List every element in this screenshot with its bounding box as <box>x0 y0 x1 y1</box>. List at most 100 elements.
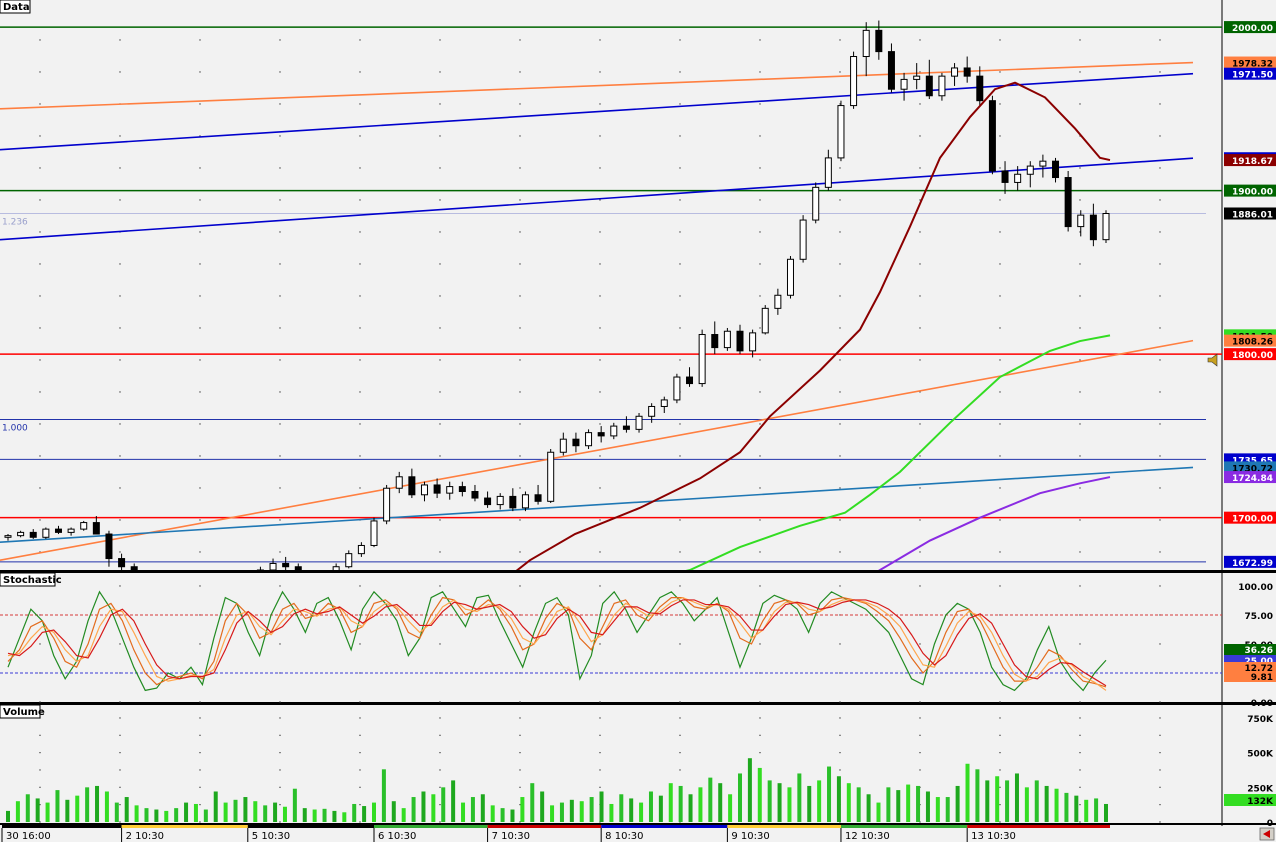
grid-dot <box>919 751 921 754</box>
grid-dot <box>439 585 441 587</box>
price-axis-tag: 1900.00 <box>1224 184 1276 198</box>
candle-body <box>332 566 340 570</box>
candle-body <box>521 494 529 509</box>
volume-bar <box>302 808 307 822</box>
volume-bar <box>164 810 169 822</box>
grid-dot <box>679 135 681 137</box>
candle <box>332 563 340 570</box>
grid-dot <box>759 103 761 105</box>
volume-bar <box>372 802 376 822</box>
volume-panel[interactable] <box>6 717 1161 823</box>
stochastic-panel[interactable] <box>0 585 1222 703</box>
candle-body <box>963 67 971 77</box>
volume-bar <box>243 797 248 822</box>
grid-dot <box>1159 751 1161 754</box>
grid-dot <box>679 231 681 233</box>
grid-dot <box>359 423 361 425</box>
grid-dot <box>839 643 841 645</box>
grid-dot <box>999 519 1001 521</box>
volume-bar <box>965 763 970 822</box>
candle-body <box>585 432 593 447</box>
grid-dot <box>919 734 921 737</box>
grid-dot <box>919 717 921 719</box>
grid-dot <box>999 551 1001 553</box>
candle-body <box>749 332 757 352</box>
grid-dot <box>919 701 921 703</box>
grid-dot <box>1079 359 1081 361</box>
grid-dot <box>199 39 201 41</box>
candle-body <box>458 486 466 493</box>
grid-dot <box>999 231 1001 233</box>
grid-dot <box>599 786 601 789</box>
grid-dot <box>119 199 121 201</box>
candle <box>585 429 593 449</box>
stochastic-value-tag-bg <box>1224 671 1276 682</box>
candle-body <box>976 75 984 102</box>
volume-axis-tick: 250K <box>1247 784 1274 794</box>
grid-dot <box>439 135 441 137</box>
volume-bar <box>817 780 822 822</box>
price-axis-tag-bg <box>1224 471 1276 484</box>
grid-dot <box>519 71 521 73</box>
candle <box>395 471 403 494</box>
volume-bar <box>876 802 881 822</box>
grid-dot <box>999 717 1001 719</box>
grid-dot <box>439 199 441 201</box>
volume-bar <box>975 769 980 822</box>
volume-bar <box>747 758 752 822</box>
candle <box>345 550 353 569</box>
candle <box>471 484 479 502</box>
candle-body <box>887 51 895 90</box>
candle-body <box>54 528 62 533</box>
volume-bar <box>45 802 50 822</box>
candle <box>130 563 138 570</box>
grid-dot <box>759 643 761 645</box>
grid-dot <box>679 103 681 105</box>
grid-dot <box>199 519 201 521</box>
grid-dot <box>439 769 441 771</box>
candle-body <box>130 566 138 570</box>
volume-bar <box>500 808 505 822</box>
grid-dot <box>199 199 201 201</box>
grid-dot <box>1079 455 1081 457</box>
volume-axis-tick: 750K <box>1247 715 1274 725</box>
grid-dot <box>1079 643 1081 645</box>
grid-dot <box>439 71 441 73</box>
grid-dot <box>119 487 121 489</box>
grid-dot <box>999 701 1001 703</box>
volume-bar <box>896 790 901 822</box>
grid-dot <box>199 751 201 754</box>
volume-bar <box>75 795 80 822</box>
volume-bar <box>342 812 347 822</box>
grid-dot <box>1079 821 1081 823</box>
candle-body <box>547 451 555 502</box>
grid-dot <box>39 231 41 233</box>
stochastic-line-fast <box>7 590 1107 692</box>
price-panel-title: Data <box>3 2 30 13</box>
session-bar <box>2 825 122 828</box>
candle <box>4 534 12 541</box>
grid-dot <box>1079 263 1081 265</box>
grid-dot <box>39 135 41 137</box>
volume-bar <box>391 801 396 822</box>
grid-dot <box>1159 455 1161 457</box>
grid-dot <box>359 135 361 137</box>
volume-bar <box>708 777 713 822</box>
stochastic-value-tag: 9.81 <box>1224 671 1276 683</box>
grid-dot <box>759 751 761 754</box>
candle-body <box>774 294 782 309</box>
speaker-icon[interactable] <box>1207 353 1218 367</box>
grid-dot <box>599 769 601 771</box>
scroll-right-button[interactable] <box>1259 827 1275 841</box>
session-bar <box>601 825 728 828</box>
price-axis[interactable]: 2000.001978.321971.501919.801918.671900.… <box>1224 21 1276 829</box>
grid-dot <box>1079 295 1081 297</box>
moving-average-purple <box>878 476 1111 570</box>
volume-bar <box>104 791 109 822</box>
grid-dot <box>1079 39 1081 41</box>
grid-dot <box>279 551 281 553</box>
volume-bar <box>253 801 258 822</box>
time-axis[interactable]: 30 16:00 2 10:30 5 10:30 6 10:30 7 10:30 8 10… <box>1 825 1110 842</box>
grid-dot <box>199 769 201 771</box>
